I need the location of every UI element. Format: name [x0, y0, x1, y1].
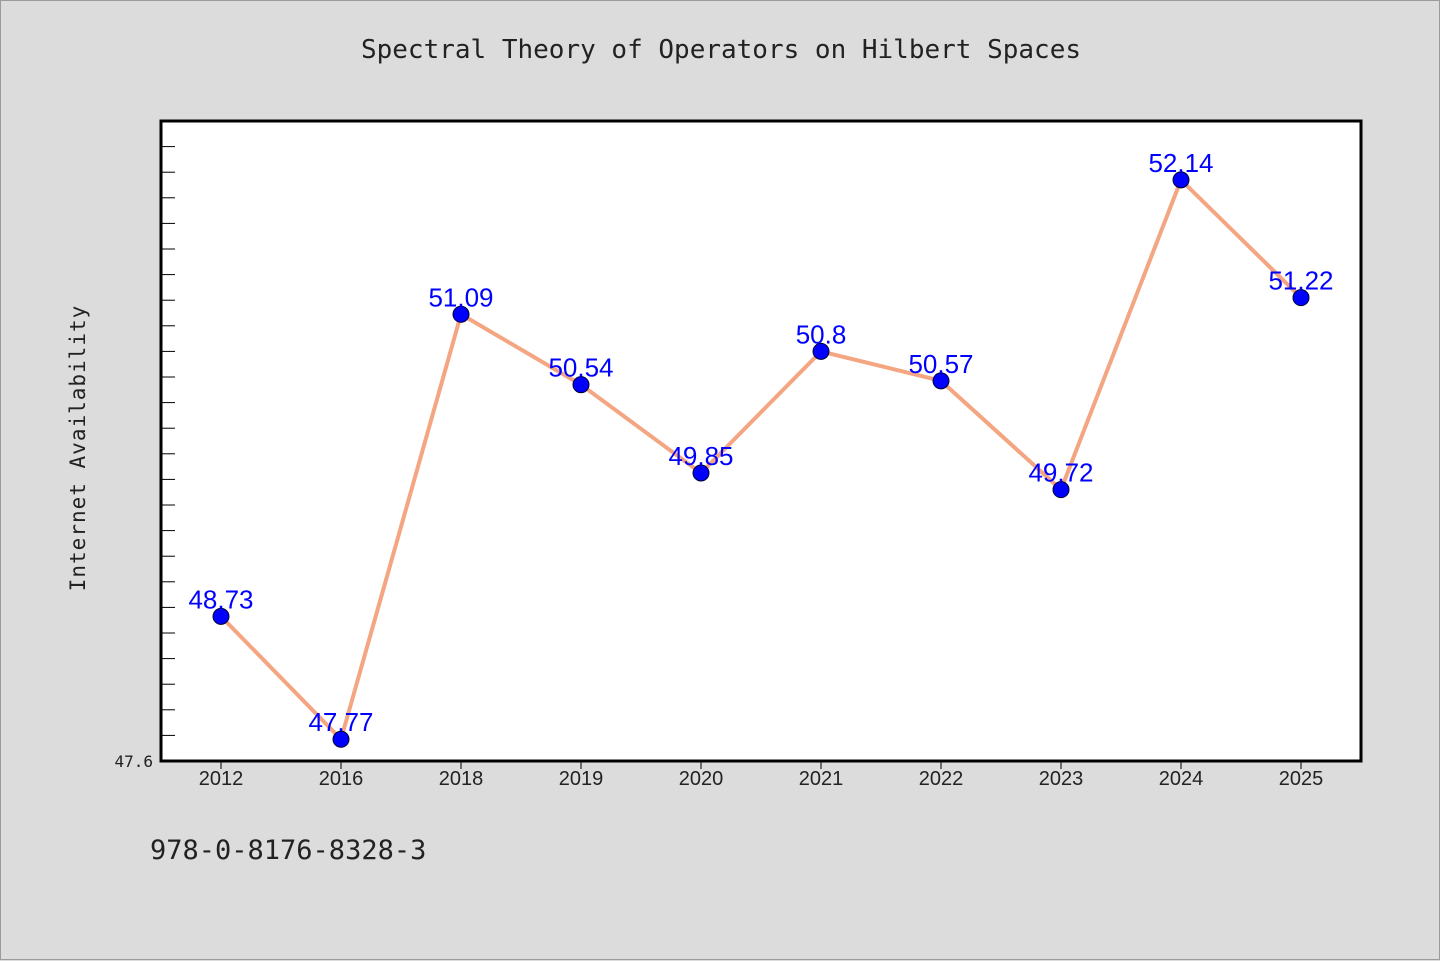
- data-label: 52.14: [1148, 148, 1213, 178]
- data-point: [332, 730, 350, 748]
- x-tick-label: 2024: [1159, 768, 1204, 790]
- x-tick-label: 2012: [199, 768, 244, 790]
- chart-title: Spectral Theory of Operators on Hilbert …: [360, 35, 1082, 65]
- y-tick-label: 47.6: [114, 752, 153, 771]
- x-tick-label: 2016: [319, 768, 364, 790]
- data-point: [692, 464, 710, 482]
- x-tick-label: 2025: [1279, 768, 1324, 790]
- x-tick-label: 2021: [799, 768, 844, 790]
- data-label: 51.09: [428, 282, 493, 312]
- data-label: 48.73: [188, 584, 253, 614]
- data-point: [1292, 289, 1310, 307]
- x-tick-label: 2019: [559, 768, 604, 790]
- data-label: 49.72: [1028, 458, 1093, 488]
- data-label: 50.8: [796, 319, 847, 349]
- data-point: [932, 372, 950, 390]
- x-tick-label: 2023: [1039, 768, 1084, 790]
- data-label: 51.22: [1268, 266, 1333, 296]
- data-label: 49.85: [668, 441, 733, 471]
- data-point: [812, 342, 830, 360]
- plot-area: [159, 119, 1363, 763]
- data-point: [1172, 171, 1190, 189]
- data-point: [212, 607, 230, 625]
- data-label: 47.77: [308, 707, 373, 737]
- series-line: [219, 177, 1303, 742]
- data-label: 50.57: [908, 349, 973, 379]
- x-tick-label: 2018: [439, 768, 484, 790]
- data-point: [572, 376, 590, 394]
- data-label: 50.54: [548, 353, 613, 383]
- x-tick-label: 2020: [679, 768, 724, 790]
- data-point: [1052, 481, 1070, 499]
- data-point: [452, 305, 470, 323]
- isbn-code: 978-0-8176-8328-3: [150, 835, 427, 866]
- x-tick-label: 2022: [919, 768, 964, 790]
